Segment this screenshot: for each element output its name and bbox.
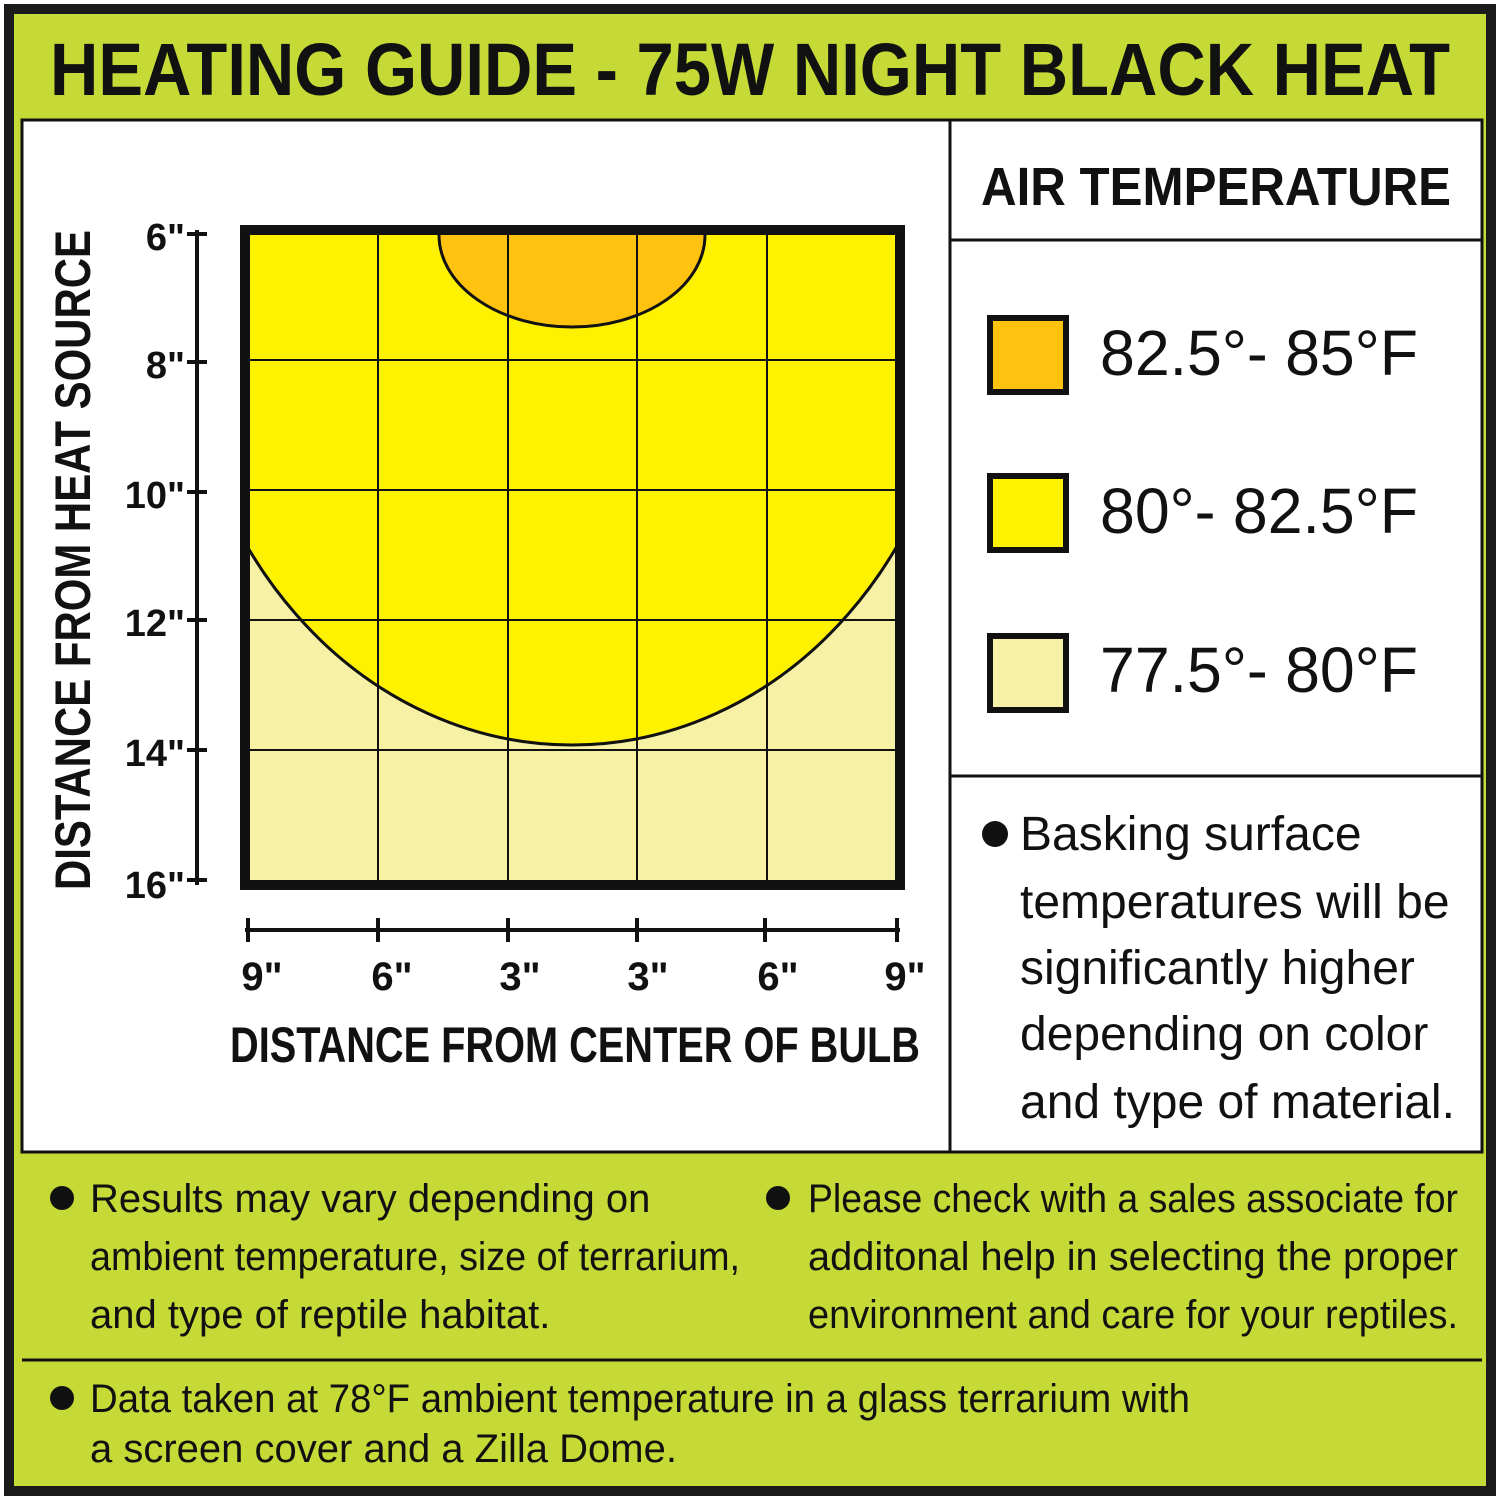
y-axis-label: DISTANCE FROM HEAT SOURCE [45,230,101,890]
note-line: and type of reptile habitat. [90,1293,550,1337]
y-tick-label: 8" [146,345,185,387]
y-tick-label: 6" [146,217,185,259]
zone-mid [245,230,900,747]
note-line: ambient temperature, size of terrarium, [90,1235,740,1279]
bullet [50,1386,74,1410]
note-line: significantly higher [1020,942,1415,995]
x-tick-label: 3" [499,955,540,999]
legend-label: 80°- 82.5°F [1100,475,1418,547]
grid-lines [245,230,900,885]
legend-title: AIR TEMPERATURE [981,157,1451,217]
note-line: a screen cover and a Zilla Dome. [90,1427,677,1471]
bullet [50,1186,74,1210]
y-tick-label: 12" [125,603,185,645]
bullet [982,821,1008,847]
note-line: Basking surface [1020,808,1362,861]
x-tick-label: 9" [241,955,282,999]
title: HEATING GUIDE - 75W NIGHT BLACK HEAT [50,28,1450,111]
note-line: Data taken at 78°F ambient temperature i… [90,1377,1190,1421]
bullet [766,1186,790,1210]
x-tick-label: 6" [371,955,412,999]
note-line: depending on color [1020,1008,1428,1061]
note-line: and type of material. [1020,1076,1455,1129]
legend-swatch [987,315,1069,395]
y-tick-label: 10" [125,475,185,517]
axes [187,230,900,942]
x-tick-label: 3" [627,955,668,999]
legend-swatch [987,633,1069,713]
note-line: Please check with a sales associate for [808,1177,1458,1221]
x-tick-label: 9" [884,955,925,999]
note-line: environment and care for your reptiles. [808,1293,1458,1337]
legend-swatch [987,473,1069,553]
note-line: Results may vary depending on [90,1177,650,1221]
note-line: additonal help in selecting the proper [808,1235,1458,1279]
note-line: temperatures will be [1020,876,1450,929]
legend-label: 77.5°- 80°F [1100,634,1418,706]
heat-map [240,225,905,890]
x-axis-label: DISTANCE FROM CENTER OF BULB [230,1017,920,1073]
y-tick-label: 14" [125,733,185,775]
legend-label: 82.5°- 85°F [1100,317,1418,389]
y-tick-label: 16" [125,865,185,907]
grid-border [240,225,905,890]
x-tick-label: 6" [757,955,798,999]
